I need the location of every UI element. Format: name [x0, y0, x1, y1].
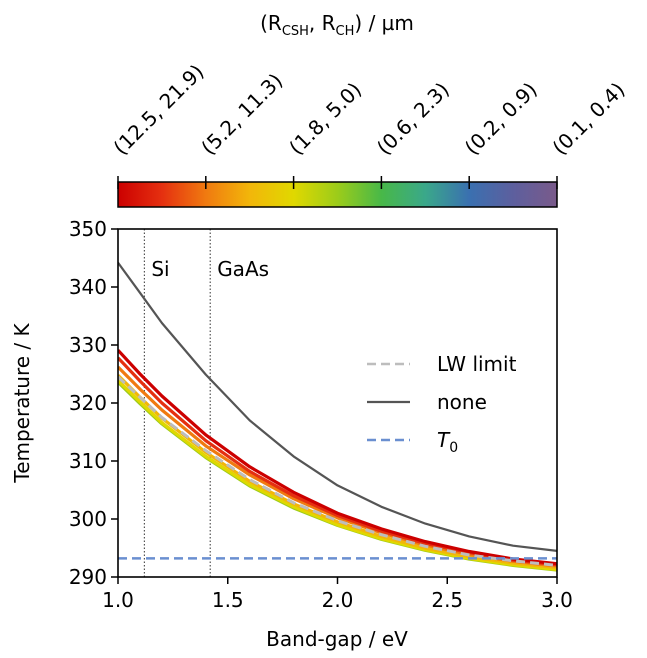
data-series — [118, 261, 557, 572]
colored-series-line — [118, 349, 557, 566]
reference-lines: Si GaAs — [143, 229, 269, 577]
legend-label: LW limit — [437, 352, 517, 376]
colorbar-ticks: (12.5, 21.9)(5.2, 11.3)(1.8, 5.0) (0.6, 2… — [109, 60, 630, 189]
y-axis-ticks: 290 300 310 320 330 340 350 — [69, 217, 118, 589]
x-tick-label: 2.5 — [431, 588, 463, 612]
colorbar-tick-label: (12.5, 21.9) — [109, 60, 209, 160]
y-tick-label: 320 — [69, 391, 107, 415]
y-tick-label: 300 — [69, 507, 107, 531]
x-tick-label: 3.0 — [541, 588, 573, 612]
y-tick-label: 350 — [69, 217, 107, 241]
y-axis-label: Temperature / K — [10, 322, 34, 483]
legend-label: T0 — [437, 428, 458, 456]
vline-label-si: Si — [151, 257, 169, 281]
y-tick-label: 330 — [69, 333, 107, 357]
x-tick-label: 2.0 — [322, 588, 354, 612]
colorbar-tick-label: (0.2, 0.9) — [460, 78, 542, 160]
series-line-none — [118, 261, 557, 552]
colorbar-label: (RCSH, RCH) / µm — [260, 11, 414, 39]
legend-label: none — [437, 390, 487, 414]
y-tick-label: 290 — [69, 565, 107, 589]
x-axis-ticks: 1.0 1.5 2.0 2.5 3.0 — [102, 577, 573, 612]
colorbar-tick-label: (0.6, 2.3) — [372, 78, 454, 160]
x-tick-label: 1.5 — [212, 588, 244, 612]
x-tick-label: 1.0 — [102, 588, 134, 612]
y-tick-label: 310 — [69, 449, 107, 473]
colorbar-tick-label: (0.1, 0.4) — [548, 78, 630, 160]
colorbar-tick-label: (1.8, 5.0) — [284, 78, 366, 160]
x-axis-label: Band-gap / eV — [266, 627, 408, 651]
legend: LW limit none T0 — [367, 352, 517, 456]
y-tick-label: 340 — [69, 275, 107, 299]
series-line-lw-limit — [118, 375, 557, 567]
vline-label-gaas: GaAs — [217, 257, 269, 281]
colorbar — [117, 181, 558, 208]
colorbar-tick-label: (5.2, 11.3) — [196, 69, 287, 160]
